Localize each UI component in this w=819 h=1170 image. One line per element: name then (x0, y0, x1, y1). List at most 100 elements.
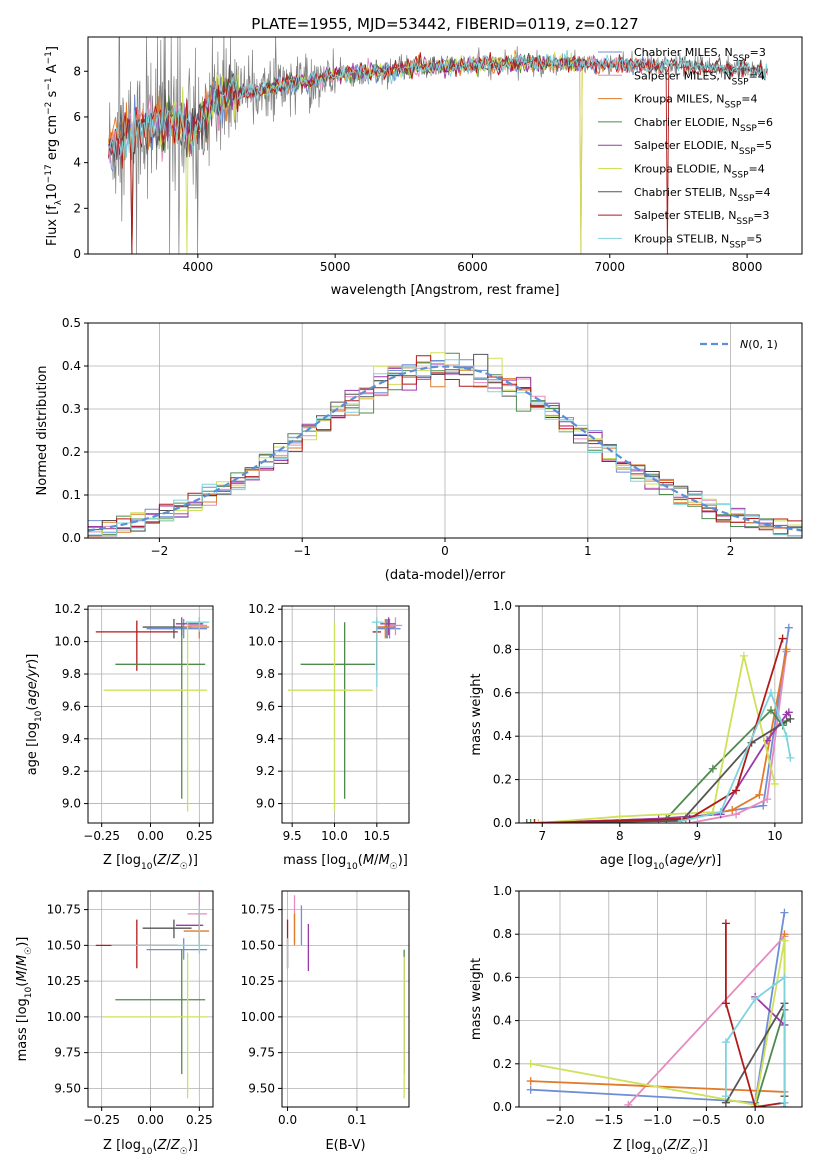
weight-z-xlabel: Z [log10(Z/Z☉)] (613, 1138, 708, 1157)
legend-entry: Chabrier ELODIE, NSSP=6 (634, 116, 773, 134)
series-salpeter-miles (627, 935, 786, 1106)
legend-entry: Salpeter STELIB, NSSP=3 (634, 209, 770, 227)
x-tick-label: 0.1 (347, 1113, 366, 1127)
data-point (708, 764, 717, 773)
x-tick-label: −0.5 (692, 1113, 721, 1127)
y-tick-label: 10.00 (241, 1010, 275, 1024)
y-tick-label: 9.8 (256, 667, 275, 681)
data-point (759, 801, 768, 810)
plot-area-age-vs-mass (287, 617, 403, 812)
y-tick-label: 0.4 (493, 729, 512, 743)
series-salpeter-miles (689, 651, 788, 823)
data-point (784, 623, 793, 632)
y-tick-label: 0.8 (493, 927, 512, 941)
x-tick-label: 7 (538, 829, 546, 843)
data-point (721, 1092, 730, 1101)
x-tick-label: 0.00 (137, 1113, 164, 1127)
data-point (780, 936, 789, 945)
residual-xlabel: (data-model)/error (385, 568, 506, 583)
y-tick-label: 4 (73, 156, 81, 170)
axes-mass-vs-EBV: 0.0 0.1 9.50 9.75 10.00 10.25 10.50 10.75 E(B-V) (241, 890, 410, 1153)
y-tick-label: 10.25 (241, 974, 275, 988)
y-tick-label: 10.00 (47, 1010, 81, 1024)
data-point (770, 779, 779, 788)
legend-entry: Kroupa STELIB, NSSP=5 (634, 232, 762, 250)
data-point (784, 708, 793, 717)
y-tick-label: 0.2 (493, 1057, 512, 1071)
hist-chabrier-stelib (88, 353, 802, 535)
y-tick-label: 0.5 (62, 316, 81, 330)
x-tick-label: 7000 (594, 260, 625, 274)
data-point (721, 919, 730, 928)
data-point (780, 973, 789, 982)
x-tick-label: 6000 (457, 260, 488, 274)
y-tick-label: 10.0 (248, 635, 275, 649)
age-mass-xlabel: mass [log10(M/M☉)] (283, 853, 408, 872)
series-salpeter-stelib (534, 638, 784, 823)
axes-age-vs-Z: −0.25 0.00 0.25 9.0 9.2 9.4 9.6 9.8 10.0 10.2 Z [l… (25, 602, 214, 872)
y-tick-label: 10.75 (241, 903, 275, 917)
x-tick-label: −1.5 (594, 1113, 623, 1127)
spectrum-model-salpeter-stelib (108, 52, 769, 254)
data-point (721, 1038, 730, 1047)
series-kroupa-elodie (538, 655, 776, 823)
x-tick-label: 9.5 (283, 829, 302, 843)
spectrum-ylabel: Flux [fλ10−17 erg cm−2 s−1 A−1] (44, 46, 64, 246)
y-tick-label: 10.2 (248, 602, 275, 616)
x-tick-label: −1 (293, 544, 311, 558)
x-tick-label: 10.0 (321, 829, 348, 843)
figure-title: PLATE=1955, MJD=53442, FIBERID=0119, z=0… (251, 15, 638, 33)
y-tick-label: 0.0 (493, 1100, 512, 1114)
plot-area-residuals (88, 352, 802, 537)
data-point (780, 908, 789, 917)
data-point (766, 706, 775, 715)
x-tick-label: 10 (767, 829, 782, 843)
y-tick-label: 0.6 (493, 686, 512, 700)
data-point (782, 645, 791, 654)
axes-frame (518, 890, 803, 1108)
plot-area-mass-vs-Z (95, 892, 210, 1099)
x-tick-label: 10.5 (363, 829, 390, 843)
y-tick-label: 0.0 (493, 816, 512, 830)
data-point (526, 1059, 535, 1068)
y-tick-label: 0.6 (493, 970, 512, 984)
data-point (751, 1103, 760, 1107)
y-tick-label: 2 (73, 201, 81, 215)
x-tick-label: 8 (616, 829, 624, 843)
y-tick-label: 9.2 (62, 764, 81, 778)
plot-area-mass-vs-EBV (286, 895, 405, 1099)
x-tick-label: −0.25 (83, 829, 120, 843)
y-tick-label: 10.50 (47, 938, 81, 952)
x-tick-label: 0.0 (278, 1113, 297, 1127)
hist-salpeter-stelib (88, 355, 802, 537)
data-point (780, 1098, 789, 1107)
x-tick-label: 5000 (320, 260, 351, 274)
data-point (677, 816, 686, 823)
x-tick-label: 0.25 (186, 829, 213, 843)
hist-kroupa-stelib (88, 359, 802, 537)
axes-age-vs-mass: 9.5 10.0 10.5 9.0 9.2 9.4 9.6 9.8 10.0 10.2 mass [… (248, 602, 410, 872)
data-point (732, 810, 741, 819)
y-tick-label: 8 (73, 64, 81, 78)
axes-frame (281, 890, 410, 1108)
legend-entry: Kroupa MILES, NSSP=4 (634, 93, 758, 111)
data-point (751, 995, 760, 1003)
y-tick-label: 0.4 (62, 359, 81, 373)
data-point (778, 634, 787, 643)
y-tick-label: 10.2 (54, 602, 81, 616)
y-tick-label: 9.50 (248, 1081, 275, 1095)
x-tick-label: 4000 (183, 260, 214, 274)
mass-z-xlabel: Z [log10(Z/Z☉)] (103, 1138, 198, 1157)
legend-entry: Salpeter MILES, NSSP=4 (634, 69, 765, 87)
y-tick-label: 0.1 (62, 488, 81, 502)
y-tick-label: 0.3 (62, 402, 81, 416)
axes-frame (518, 605, 803, 824)
y-tick-label: 9.75 (54, 1046, 81, 1060)
ebv-xlabel: E(B-V) (325, 1138, 365, 1153)
y-tick-label: 0.2 (62, 445, 81, 459)
legend-entry: Kroupa ELODIE, NSSP=4 (634, 163, 765, 181)
data-point (721, 999, 730, 1008)
x-tick-label: −0.25 (83, 1113, 120, 1127)
y-tick-label: 9.2 (256, 764, 275, 778)
data-point (755, 790, 764, 799)
